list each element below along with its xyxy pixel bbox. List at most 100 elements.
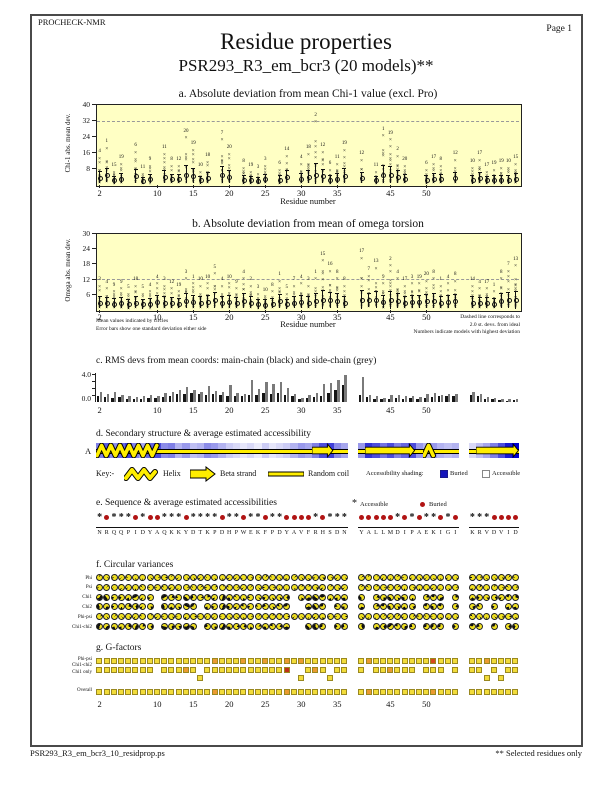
error-bar-cap	[220, 295, 224, 297]
side-chain-bar	[433, 392, 437, 402]
gfactor-square	[218, 689, 225, 696]
gfactor-square	[146, 658, 153, 665]
deviation-mark: ×	[478, 286, 482, 293]
gfactor-square	[175, 666, 182, 673]
random-coil-key-icon	[268, 471, 304, 477]
deviation-mark: ×	[314, 144, 318, 151]
buried-dot-icon	[104, 515, 110, 520]
y-tick	[92, 294, 96, 296]
gfactor-square	[326, 675, 333, 682]
deviation-mark: ×	[381, 152, 385, 159]
c-y-minor-tick	[92, 373, 95, 375]
side-chain-bar	[200, 391, 203, 402]
main-chain-bar	[283, 395, 287, 402]
deviation-mark: ×	[213, 283, 217, 290]
y-tick-label: 30	[82, 228, 91, 238]
deviation-mark: ×	[242, 165, 246, 172]
deviation-mark: ×	[256, 291, 260, 298]
error-bar-cap	[320, 290, 325, 292]
sequence-letter: S	[328, 530, 332, 536]
gfactor-square	[476, 666, 483, 673]
error-bar-cap	[395, 170, 400, 172]
mean-circle	[184, 172, 190, 178]
gfactor-square	[444, 658, 451, 665]
x-tick-label: 30	[296, 404, 306, 415]
variance-pie	[357, 593, 366, 601]
y-tick	[92, 152, 96, 154]
gfactor-square	[290, 658, 297, 665]
side-chain-bar	[486, 397, 490, 402]
model-number-label: 10	[505, 159, 511, 165]
accessible-star-icon: *	[212, 512, 218, 523]
helix-ribbon	[422, 443, 436, 458]
mean-circle	[342, 300, 348, 306]
x-tick-label: 30	[296, 699, 306, 709]
panel-a-title: a. Absolute deviation from mean Chi-1 va…	[178, 88, 438, 100]
model-number-label: 8	[432, 269, 435, 275]
deviation-mark: ×	[112, 305, 116, 312]
mean-circle	[105, 173, 110, 179]
mean-circle	[470, 300, 476, 306]
error-bar-cap	[227, 169, 232, 171]
model-number-label: 8	[499, 269, 503, 275]
mean-circle	[249, 300, 254, 306]
accessible-star-icon: *	[169, 512, 175, 523]
error-bar-cap	[484, 296, 489, 298]
mean-circle	[270, 301, 276, 307]
deviation-mark: ×	[278, 285, 282, 292]
deviation-mark: ×	[184, 276, 188, 283]
model-number-label: 11	[140, 165, 146, 171]
gfactor-square	[110, 658, 117, 665]
deviation-mark: ×	[184, 151, 188, 158]
mean-circle	[191, 173, 197, 179]
model-number-label: 3	[410, 274, 414, 280]
buried-dot-icon	[420, 502, 425, 507]
y-tick-label: 12	[82, 274, 91, 284]
panel-b-right-footnote: Dashed line corresponds to 2.0 st. devs.…	[330, 314, 520, 337]
sequence-letter: H	[227, 530, 232, 536]
model-number-label: 6	[328, 161, 332, 167]
deviation-mark: ×	[112, 180, 116, 187]
main-chain-bar	[226, 395, 229, 402]
gfactor-square	[358, 658, 365, 665]
sequence-letter: P	[270, 530, 275, 536]
dashed-threshold-line	[97, 279, 519, 280]
deviation-mark: ×	[306, 165, 310, 172]
deviation-mark: ×	[470, 165, 474, 172]
gfactor-square	[96, 689, 103, 696]
model-number-label: 10	[197, 277, 203, 283]
error-bar-cap	[438, 173, 443, 175]
gfactor-square	[333, 658, 341, 665]
deviation-mark: ×	[335, 168, 339, 175]
x-tick	[228, 185, 230, 188]
mean-circle	[191, 299, 197, 305]
deviation-mark: ×	[176, 294, 182, 300]
gfactor-square	[225, 666, 233, 673]
side-chain-bar	[185, 387, 189, 402]
y-tick-label: 40	[82, 99, 91, 109]
side-chain-bar	[293, 393, 297, 402]
gfactor-square	[451, 658, 459, 665]
deviation-mark: ×	[249, 169, 253, 176]
error-bar-cap	[506, 174, 511, 176]
model-number-label: 4	[396, 269, 399, 275]
deviation-mark: ×	[162, 283, 166, 290]
gfactor-square	[358, 666, 365, 673]
model-number-label: 3	[263, 157, 267, 163]
side-chain-bar	[426, 394, 429, 402]
model-number-label: 2	[314, 112, 317, 118]
error-bar-cap	[176, 173, 181, 175]
deviation-mark: ×	[388, 155, 392, 162]
mean-circle	[306, 300, 312, 306]
mean-circle	[403, 177, 408, 183]
sequence-letter: Q	[111, 530, 117, 536]
gfactor-square	[254, 658, 261, 665]
gfactor-square	[408, 689, 415, 696]
deviation-mark: ×	[177, 292, 181, 299]
mean-circle	[133, 174, 139, 180]
deviation-mark: ×	[220, 157, 224, 164]
model-number-label: 18	[133, 277, 139, 283]
error-bar-cap	[277, 294, 282, 296]
model-number-label: 4	[105, 279, 109, 285]
x-tick	[425, 185, 427, 188]
